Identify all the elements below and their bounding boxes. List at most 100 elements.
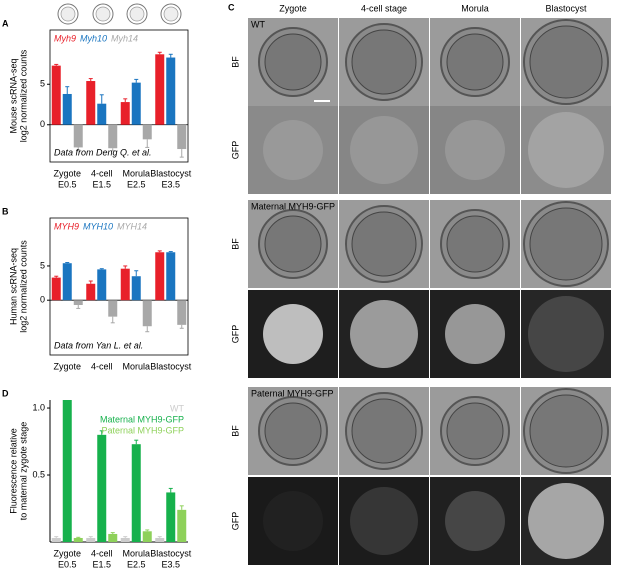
embryo-inner [351,29,417,95]
stage-icon [160,3,182,25]
bar [155,252,165,301]
stage-icon [126,3,148,25]
row-label: GFP [230,512,240,531]
embryo-inner [351,398,417,464]
legend-entry: MYH14 [117,221,147,231]
y-tick-label: 1.0 [32,402,45,412]
bar [108,124,118,149]
x-tick-sublabel: E2.5 [127,559,146,569]
bar [120,268,130,301]
y-axis-label: Fluorescence relative [8,428,18,514]
embryo-inner [351,211,417,277]
x-tick-sublabel: E0.5 [58,179,77,189]
annotation: Data from Deng Q. et al. [54,147,152,157]
gfp-signal [350,487,418,555]
x-tick-label: Morula [122,168,150,178]
y-axis-label: log2 normalized counts [18,49,28,142]
group-label: Maternal MYH9-GFP [251,201,335,211]
bar [108,533,118,542]
legend-entry: Myh10 [80,33,107,43]
column-header: Morula [461,3,489,13]
x-tick-label: Morula [122,548,150,558]
gfp-signal [528,112,604,188]
row-label: BF [230,56,240,68]
bar [62,263,72,301]
bar [86,81,96,125]
stage-icon [60,6,76,22]
bar [142,531,152,542]
y-tick-label: 0 [40,295,45,305]
x-tick-sublabel: E1.5 [92,179,111,189]
y-tick-label: 5 [40,260,45,270]
bar [166,492,176,542]
row-label: GFP [230,141,240,160]
bar [51,277,61,301]
gfp-signal [528,296,604,372]
bar [155,54,165,125]
x-tick-label: 4-cell [91,168,113,178]
bar [120,537,130,542]
legend-entry: Myh14 [111,33,138,43]
panel-letter: C [228,2,235,12]
bar [131,444,141,542]
x-tick-sublabel: E0.5 [58,559,77,569]
bar [177,124,187,150]
embryo-inner [264,215,322,273]
bar [86,283,96,301]
bar [155,537,165,542]
bar [142,124,152,140]
legend-entry: Maternal MYH9-GFP [100,414,184,424]
x-tick-label: 4-cell [91,361,113,371]
stage-icon [57,3,79,25]
stage-icon [163,6,179,22]
x-tick-label: Zygote [53,548,81,558]
bar [166,57,176,125]
stage-icon [92,3,114,25]
bar [142,300,152,327]
gfp-signal [528,483,604,559]
x-tick-label: Blastocyst [150,168,192,178]
x-tick-label: Blastocyst [150,361,192,371]
row-label: BF [230,238,240,250]
x-tick-label: Zygote [53,168,81,178]
column-header: 4-cell stage [361,3,407,13]
bar [97,434,107,542]
gfp-signal [445,304,505,364]
gfp-signal [350,300,418,368]
bar [73,124,83,148]
panel-letter: B [2,206,9,216]
x-tick-label: Blastocyst [150,548,192,558]
x-tick-sublabel: E1.5 [92,559,111,569]
bar [131,82,141,125]
embryo-inner [446,402,504,460]
legend-entry: MYH9 [54,221,79,231]
y-axis-label: to maternal zygote stage [18,422,28,521]
bar [131,276,141,301]
bar [108,300,118,317]
group-label: Paternal MYH9-GFP [251,388,334,398]
y-tick-label: 5 [40,79,45,89]
bar [177,300,187,325]
embryo-inner [529,207,603,281]
y-tick-label: 0.5 [32,469,45,479]
x-tick-label: 4-cell [91,548,113,558]
row-label: BF [230,425,240,437]
bar [97,103,107,125]
gfp-signal [263,304,323,364]
y-axis-label: log2 normalized counts [18,240,28,333]
x-tick-label: Morula [122,361,150,371]
group-label: WT [251,19,265,29]
legend-entry: MYH10 [83,221,113,231]
bar [51,65,61,125]
plot-frame [49,29,189,163]
y-axis-label: Human scRNA-seq [8,248,18,325]
row-label: GFP [230,325,240,344]
panel-letter: A [2,18,9,28]
legend-entry: WT [170,403,184,413]
embryo-inner [264,402,322,460]
bar [73,300,83,305]
gfp-signal [263,120,323,180]
x-tick-label: Zygote [53,361,81,371]
bar [120,102,130,125]
bar [166,252,176,301]
